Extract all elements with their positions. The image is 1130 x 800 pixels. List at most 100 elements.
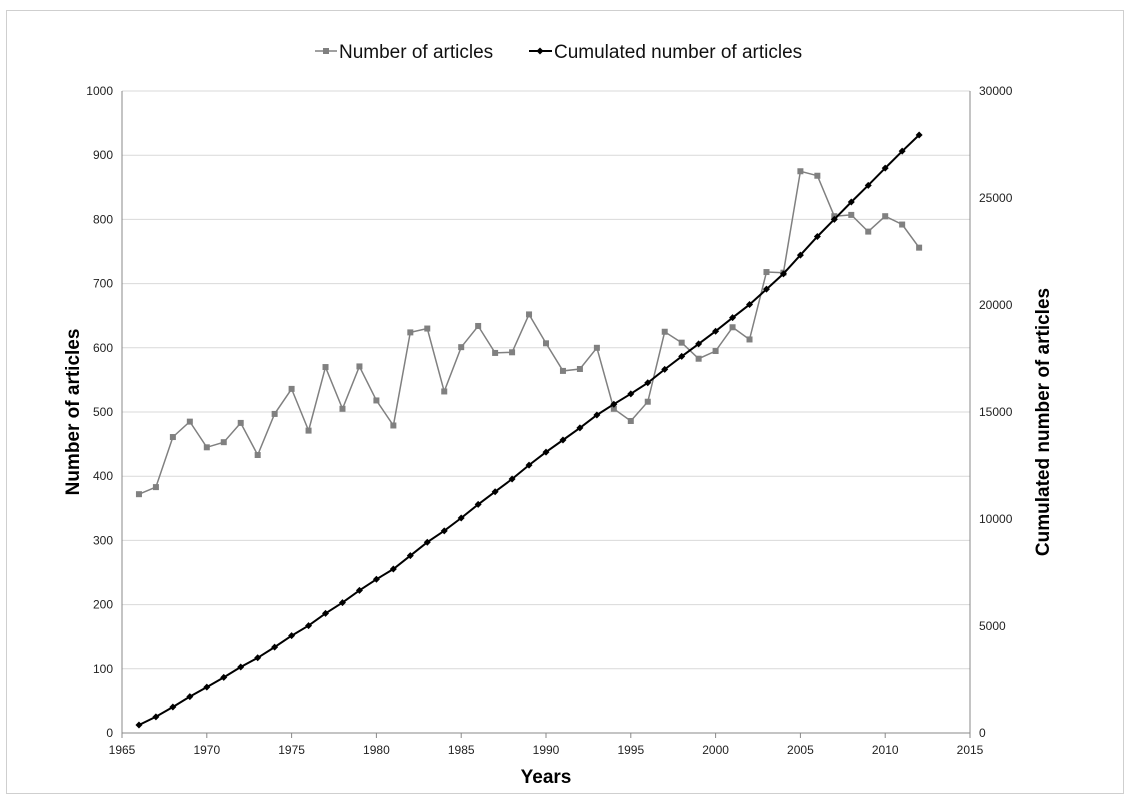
y2-tick-label: 15000 <box>979 405 1013 419</box>
data-point-cumulated-number-of-articles <box>729 314 737 322</box>
data-point-cumulated-number-of-articles <box>423 538 431 546</box>
data-point-cumulated-number-of-articles <box>474 500 482 508</box>
data-point-cumulated-number-of-articles <box>271 643 279 651</box>
data-point-number-of-articles <box>509 349 516 356</box>
data-point-number-of-articles <box>169 434 176 441</box>
data-point-cumulated-number-of-articles <box>559 436 567 444</box>
data-point-number-of-articles <box>763 269 770 276</box>
data-point-cumulated-number-of-articles <box>457 514 465 522</box>
y-tick-label: 200 <box>93 598 113 612</box>
data-point-cumulated-number-of-articles <box>830 215 838 223</box>
data-point-number-of-articles <box>186 418 193 425</box>
data-point-cumulated-number-of-articles <box>491 488 499 496</box>
data-point-number-of-articles <box>576 365 583 372</box>
data-point-number-of-articles <box>814 172 821 179</box>
y2-tick-label: 5000 <box>979 619 1006 633</box>
legend-label-cumulated-number-of-articles: Cumulated number of articles <box>554 42 802 63</box>
data-point-cumulated-number-of-articles <box>712 327 720 335</box>
data-point-number-of-articles <box>288 385 295 392</box>
data-point-number-of-articles <box>254 452 261 459</box>
data-point-cumulated-number-of-articles <box>152 713 160 721</box>
legend: Number of articles Cumulated number of a… <box>315 42 802 63</box>
data-point-cumulated-number-of-articles <box>237 663 245 671</box>
data-point-cumulated-number-of-articles <box>746 301 754 309</box>
y2-tick-label: 0 <box>979 726 986 740</box>
data-point-cumulated-number-of-articles <box>389 565 397 573</box>
data-point-number-of-articles <box>610 405 617 412</box>
y2-tick-label: 10000 <box>979 512 1013 526</box>
data-point-cumulated-number-of-articles <box>661 365 669 373</box>
data-point-cumulated-number-of-articles <box>576 424 584 432</box>
data-point-number-of-articles <box>203 444 210 451</box>
x-tick-label: 2015 <box>957 743 984 757</box>
chart-frame: 0 100 200 300 400 500 600 700 800 900 1000 0 5000 100… <box>6 10 1124 794</box>
data-point-cumulated-number-of-articles <box>644 379 652 387</box>
data-point-cumulated-number-of-articles <box>898 147 906 155</box>
data-point-cumulated-number-of-articles <box>915 131 923 139</box>
data-point-number-of-articles <box>441 388 448 395</box>
y-tick-label: 500 <box>93 405 113 419</box>
data-point-number-of-articles <box>458 344 465 351</box>
series-layer <box>135 131 923 729</box>
data-point-number-of-articles <box>305 427 312 434</box>
data-point-cumulated-number-of-articles <box>406 552 414 560</box>
x-tick-label: 2005 <box>787 743 814 757</box>
series-line-cumulated-number-of-articles <box>138 134 920 726</box>
data-point-cumulated-number-of-articles <box>169 703 177 711</box>
data-point-number-of-articles <box>848 211 855 218</box>
data-point-cumulated-number-of-articles <box>338 599 346 607</box>
data-point-cumulated-number-of-articles <box>762 285 770 293</box>
data-point-number-of-articles <box>220 439 227 446</box>
data-point-number-of-articles <box>916 244 923 251</box>
x-tick-label: 1965 <box>109 743 136 757</box>
x-tick-label: 1975 <box>278 743 305 757</box>
data-point-number-of-articles <box>135 491 142 498</box>
x-tick-label: 1990 <box>533 743 560 757</box>
x-tick-label: 1980 <box>363 743 390 757</box>
data-point-number-of-articles <box>678 339 685 346</box>
data-point-number-of-articles <box>729 324 736 331</box>
chart-svg: 0100200300400500600700800900100005000100… <box>63 42 1054 788</box>
axes <box>121 91 971 738</box>
data-point-number-of-articles <box>559 367 566 374</box>
data-point-number-of-articles <box>695 355 702 362</box>
y-tick-label: 600 <box>93 341 113 355</box>
data-point-cumulated-number-of-articles <box>305 622 313 630</box>
x-tick-label: 1995 <box>617 743 644 757</box>
data-point-cumulated-number-of-articles <box>542 448 550 456</box>
x-tick-label: 1985 <box>448 743 475 757</box>
data-point-cumulated-number-of-articles <box>203 683 211 691</box>
data-point-number-of-articles <box>797 168 804 175</box>
x-tick-label: 2010 <box>872 743 899 757</box>
y2-tick-label: 20000 <box>979 298 1013 312</box>
data-point-cumulated-number-of-articles <box>372 575 380 583</box>
data-point-number-of-articles <box>407 329 414 336</box>
y-axis-title: Number of articles <box>63 329 84 496</box>
data-point-cumulated-number-of-articles <box>779 270 787 278</box>
data-point-cumulated-number-of-articles <box>881 164 889 172</box>
data-point-cumulated-number-of-articles <box>440 527 448 535</box>
data-point-cumulated-number-of-articles <box>135 721 143 729</box>
data-point-cumulated-number-of-articles <box>322 609 330 617</box>
legend-marker-cumulated-number-of-articles <box>536 47 544 55</box>
data-point-number-of-articles <box>644 398 651 405</box>
y-tick-label: 400 <box>93 469 113 483</box>
y-tick-label: 100 <box>93 662 113 676</box>
y-tick-label: 700 <box>93 277 113 291</box>
data-point-number-of-articles <box>492 349 499 356</box>
data-point-number-of-articles <box>390 422 397 429</box>
data-point-cumulated-number-of-articles <box>864 181 872 189</box>
data-point-cumulated-number-of-articles <box>186 693 194 701</box>
y2-tick-label: 30000 <box>979 84 1013 98</box>
data-point-number-of-articles <box>543 340 549 347</box>
data-point-number-of-articles <box>526 311 533 318</box>
y-tick-label: 800 <box>93 212 113 226</box>
data-point-cumulated-number-of-articles <box>695 340 703 348</box>
legend-marker-number-of-articles <box>323 48 329 54</box>
y-tick-label: 300 <box>93 533 113 547</box>
data-point-number-of-articles <box>322 364 329 371</box>
y-tick-label: 1000 <box>86 84 113 98</box>
data-point-number-of-articles <box>712 348 719 355</box>
data-point-cumulated-number-of-articles <box>678 352 686 360</box>
data-point-cumulated-number-of-articles <box>593 411 601 419</box>
